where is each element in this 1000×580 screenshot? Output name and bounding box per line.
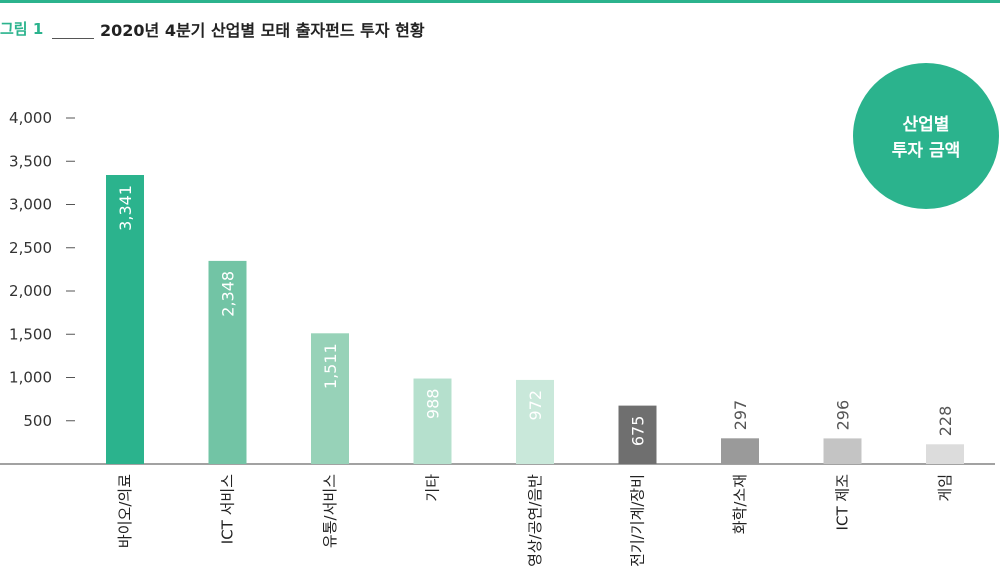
y-tick-label: 1,500 bbox=[9, 325, 52, 343]
category-label: 화학/소재 bbox=[731, 474, 749, 534]
figure-label-rule bbox=[52, 38, 94, 39]
y-tick-label: 2,000 bbox=[9, 282, 52, 300]
data-label: 296 bbox=[834, 400, 853, 431]
bar bbox=[311, 333, 349, 464]
bar bbox=[413, 378, 452, 464]
data-label: 988 bbox=[424, 389, 443, 420]
badge-line1: 산업별 bbox=[903, 115, 950, 135]
data-label: 972 bbox=[526, 390, 545, 421]
category-label: 영상/공연/음반 bbox=[526, 474, 544, 567]
category-label: ICT 서비스 bbox=[219, 474, 237, 544]
bar bbox=[823, 438, 862, 464]
bar bbox=[618, 405, 657, 464]
y-tick-label: 2,500 bbox=[9, 239, 52, 257]
data-label: 2,348 bbox=[219, 271, 238, 317]
y-tick-label: 3,000 bbox=[9, 196, 52, 214]
bar bbox=[208, 260, 247, 464]
category-label: 게임 bbox=[936, 474, 954, 502]
y-tick-label: 500 bbox=[23, 412, 52, 430]
data-label: 675 bbox=[629, 416, 648, 447]
data-label: 297 bbox=[731, 400, 750, 431]
category-labels: 바이오/의료 ICT 서비스 유통/서비스 기타 영상/공연/음반 전기/기계/장비 화학/… bbox=[116, 474, 954, 567]
data-label: 1,511 bbox=[321, 343, 340, 389]
category-label: 전기/기계/장비 bbox=[629, 474, 647, 567]
category-label: 유통/서비스 bbox=[321, 474, 339, 548]
badge-circle bbox=[853, 63, 999, 209]
bars-group: 3,341 2,348 1,511 988 972 675 297 296 228 bbox=[106, 175, 964, 465]
bar bbox=[926, 444, 964, 464]
category-label: 바이오/의료 bbox=[116, 474, 134, 548]
badge-line2: 투자 금액 bbox=[892, 141, 960, 161]
category-label: ICT 제조 bbox=[834, 474, 852, 531]
bar bbox=[721, 438, 759, 464]
y-tick-label: 1,000 bbox=[9, 369, 52, 387]
y-axis: 500 1,000 1,500 2,000 2,500 3,000 3,500 4,000 bbox=[9, 109, 75, 430]
y-tick-label: 4,000 bbox=[9, 109, 52, 127]
data-label: 228 bbox=[936, 406, 955, 437]
chart-title: 2020년 4분기 산업별 모태 출자펀드 투자 현황 bbox=[100, 21, 425, 40]
badge: 산업별 투자 금액 bbox=[853, 63, 999, 209]
data-label: 3,341 bbox=[116, 185, 135, 231]
bar bbox=[106, 175, 144, 465]
y-tick-label: 3,500 bbox=[9, 152, 52, 170]
bar bbox=[516, 379, 554, 464]
figure-label: 그림 1 bbox=[0, 20, 44, 38]
top-rule bbox=[0, 0, 1000, 3]
category-label: 기타 bbox=[424, 474, 442, 502]
